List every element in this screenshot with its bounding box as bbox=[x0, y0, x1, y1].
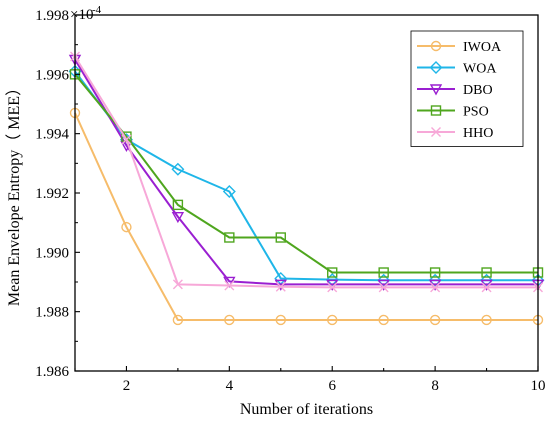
x-tick-label: 6 bbox=[328, 378, 336, 394]
legend-dbo-marker bbox=[429, 84, 443, 96]
y-tick-label: 1.990 bbox=[35, 245, 69, 261]
x-tick-label: 4 bbox=[226, 378, 234, 394]
point-pso-marker bbox=[429, 267, 441, 278]
point-dbo-marker bbox=[171, 212, 185, 224]
legend-label-iwoa: IWOA bbox=[463, 40, 502, 55]
point-hho-marker bbox=[430, 282, 441, 293]
legend-hho-marker bbox=[431, 127, 441, 137]
point-pso-marker bbox=[327, 267, 338, 278]
point-hho-marker bbox=[481, 282, 492, 293]
legend: IWOA WOA DBO PSO HHO bbox=[410, 30, 524, 147]
series-woa bbox=[68, 64, 545, 287]
point-woa-marker bbox=[377, 273, 391, 287]
series-line-pso bbox=[74, 73, 538, 274]
y-tick-label: 1.994 bbox=[35, 127, 69, 143]
point-woa-marker bbox=[480, 273, 494, 287]
point-pso-marker bbox=[481, 267, 492, 278]
y-tick-label: 1.996 bbox=[35, 67, 69, 83]
point-iwoa-marker bbox=[378, 314, 389, 326]
point-pso-marker bbox=[224, 232, 235, 243]
point-hho-marker bbox=[172, 279, 183, 290]
series-line-iwoa bbox=[74, 112, 538, 321]
legend-item-pso: PSO bbox=[417, 105, 489, 120]
point-woa-marker bbox=[222, 185, 236, 199]
legend-woa-marker bbox=[429, 61, 443, 74]
point-pso-marker bbox=[172, 199, 184, 211]
point-iwoa-marker bbox=[327, 314, 338, 326]
point-iwoa-marker bbox=[275, 314, 286, 326]
legend-label-pso: PSO bbox=[463, 105, 489, 120]
point-hho-marker bbox=[378, 282, 389, 293]
legend-label-hho: HHO bbox=[463, 126, 493, 141]
point-woa-marker bbox=[171, 162, 185, 176]
legend-item-dbo: DBO bbox=[417, 83, 493, 98]
series-dbo bbox=[68, 54, 545, 291]
point-woa-marker bbox=[428, 273, 442, 287]
point-hho-marker bbox=[327, 282, 338, 293]
y-tick-label: 1.988 bbox=[35, 305, 69, 321]
y-axis-exponent: -4 bbox=[92, 4, 102, 16]
y-axis-multiplier: ×10 bbox=[70, 7, 93, 23]
point-pso-marker bbox=[378, 267, 389, 278]
y-tick-label: 1.992 bbox=[35, 186, 69, 202]
series-line-dbo bbox=[74, 58, 538, 286]
point-pso-marker bbox=[275, 232, 286, 243]
x-tick-label: 10 bbox=[531, 378, 546, 394]
y-tick-label: 1.986 bbox=[35, 364, 69, 380]
legend-label-woa: WOA bbox=[463, 62, 497, 77]
y-tick-label: 1.998 bbox=[35, 8, 69, 24]
point-hho-marker bbox=[224, 280, 235, 291]
legend-label-dbo: DBO bbox=[463, 83, 493, 98]
point-iwoa-marker bbox=[224, 314, 235, 326]
point-iwoa-marker bbox=[481, 314, 492, 326]
point-hho-marker bbox=[275, 281, 286, 292]
x-tick-label: 8 bbox=[431, 378, 439, 394]
series-line-woa bbox=[74, 70, 538, 282]
series-layer bbox=[68, 51, 545, 326]
point-hho-marker bbox=[121, 134, 132, 145]
series-line-hho bbox=[74, 56, 538, 289]
x-tick-label: 2 bbox=[123, 378, 131, 394]
y-axis-title: Mean Envelope Entropy（ MEE） bbox=[5, 80, 23, 306]
point-iwoa-marker bbox=[172, 314, 184, 326]
point-iwoa-marker bbox=[121, 221, 132, 233]
legend-pso-marker bbox=[430, 105, 442, 116]
point-iwoa-marker bbox=[429, 314, 441, 326]
point-dbo-marker bbox=[223, 276, 236, 288]
axis-layer: 1.986 1.988 1.990 1.992 1.994 1.996 1.998 2 4 6 8 1… bbox=[35, 8, 545, 394]
legend-item-iwoa: IWOA bbox=[417, 40, 502, 55]
legend-item-hho: HHO bbox=[417, 126, 493, 141]
legend-item-woa: WOA bbox=[417, 61, 497, 77]
legend-iwoa-marker bbox=[430, 40, 442, 52]
x-axis-title: Number of iterations bbox=[240, 401, 373, 418]
